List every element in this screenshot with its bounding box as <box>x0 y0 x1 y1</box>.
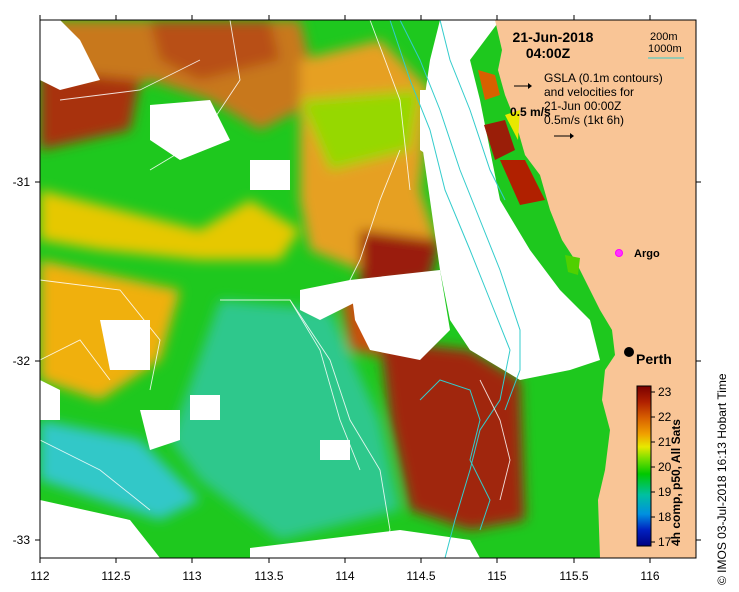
x-tick-114: 114 <box>335 569 354 583</box>
y-tick-minus32: -32 <box>13 354 31 368</box>
gsla-contours <box>40 20 511 558</box>
colorbar-label: 4h comp, p50, All Sats <box>669 419 683 546</box>
argo-marker-icon <box>615 249 623 257</box>
legend-1000m: 1000m <box>648 43 682 55</box>
x-tick-113: 113 <box>182 569 201 583</box>
argo-label: Argo <box>634 248 660 260</box>
perth-marker-icon <box>624 347 634 357</box>
colorbar <box>636 385 652 547</box>
gsla-arrow-head <box>528 83 532 89</box>
scale-arrow-head <box>570 133 574 139</box>
data-gaps <box>40 20 600 558</box>
x-tick-115: 115 <box>487 569 506 583</box>
x-tick-112: 112 <box>30 569 49 583</box>
cbar-tick-22: 22 <box>658 410 672 424</box>
credit-line: © IMOS 03-Jul-2018 16:13 Hobart Time <box>715 373 729 585</box>
velocity-label: 0.5 m/s <box>510 105 551 119</box>
perth-label: Perth <box>636 351 672 367</box>
cbar-tick-19: 19 <box>658 485 672 499</box>
map-time: 04:00Z <box>526 45 571 61</box>
cbar-tick-17: 17 <box>658 535 672 549</box>
axis-ticks <box>35 15 701 563</box>
y-tick-minus31: -31 <box>13 175 31 189</box>
gsla-line4: 0.5m/s (1kt 6h) <box>544 113 624 127</box>
y-tick-labels: -31 -32 -33 <box>13 175 31 547</box>
plot-frame <box>39 19 697 559</box>
x-tick-labels: 112 112.5 113 113.5 114 114.5 115 115.5 … <box>30 569 659 583</box>
cbar-tick-18: 18 <box>658 510 672 524</box>
cbar-tick-21: 21 <box>658 435 672 449</box>
x-tick-113-5: 113.5 <box>254 569 283 583</box>
legend-200m: 200m <box>650 31 678 43</box>
map-date: 21-Jun-2018 <box>513 29 594 45</box>
gsla-line2: and velocities for <box>544 85 634 99</box>
colorbar-ticks <box>651 391 655 543</box>
x-tick-112-5: 112.5 <box>101 569 130 583</box>
gsla-line3: 21-Jun 00:00Z <box>544 99 621 113</box>
colorbar-tick-labels: 23 22 21 20 19 18 17 <box>658 385 672 549</box>
map-plot-area <box>40 20 696 558</box>
cbar-tick-23: 23 <box>658 385 672 399</box>
gsla-line1: GSLA (0.1m contours) <box>544 71 663 85</box>
y-tick-minus33: -33 <box>13 533 31 547</box>
x-tick-114-5: 114.5 <box>406 569 435 583</box>
cbar-tick-20: 20 <box>658 460 672 474</box>
coastal-sst <box>478 70 580 275</box>
depth-contours <box>389 20 521 558</box>
x-tick-115-5: 115.5 <box>559 569 588 583</box>
x-tick-116: 116 <box>640 569 659 583</box>
